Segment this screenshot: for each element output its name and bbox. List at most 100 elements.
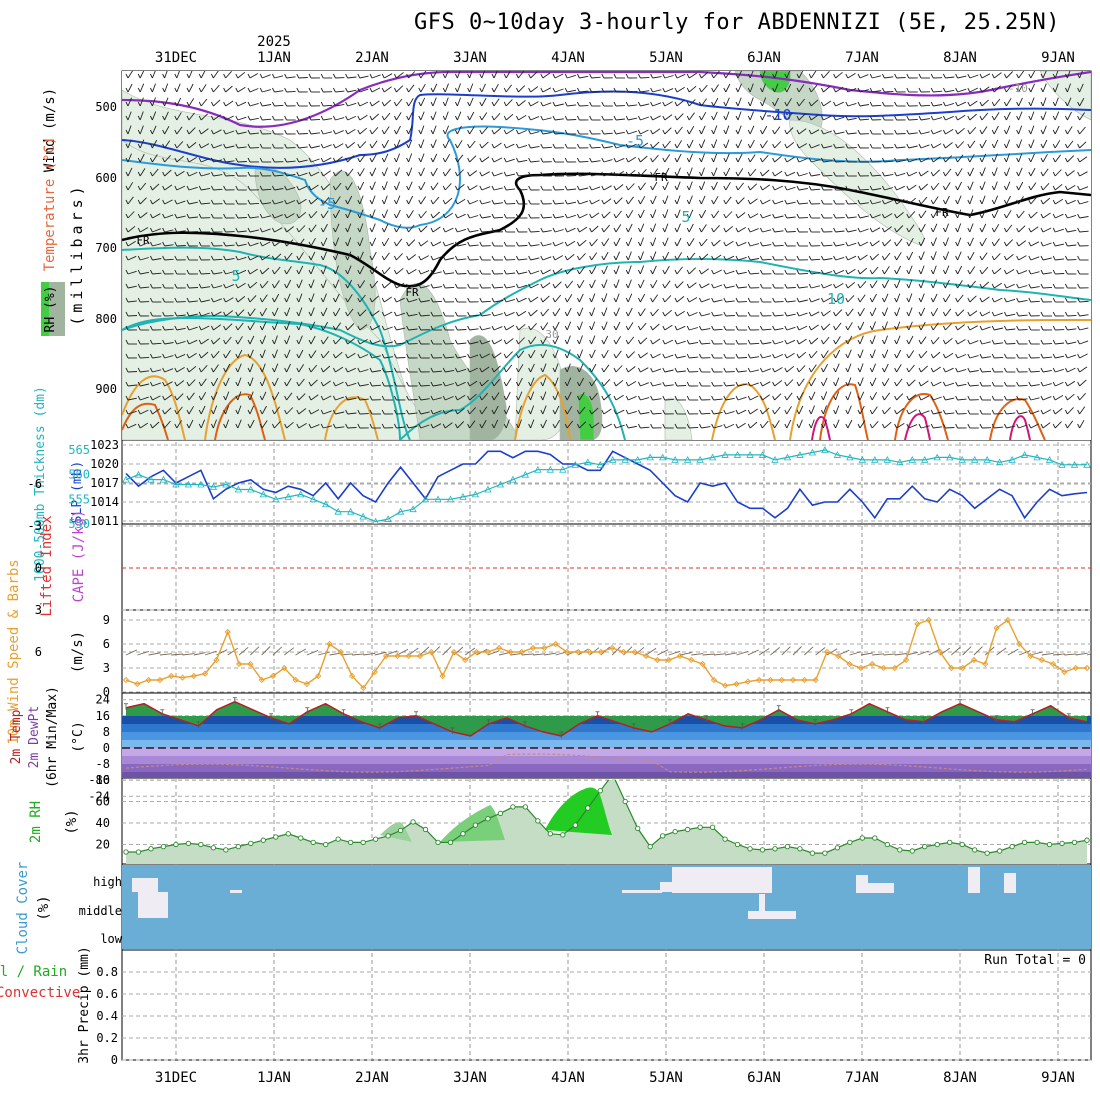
wind-barb-feather [601, 395, 605, 401]
wind-barb [969, 74, 979, 79]
wind-barb-feather [894, 269, 898, 275]
wind-barb [1042, 97, 1047, 107]
wind-barb [579, 213, 588, 219]
wind-barb [1018, 153, 1023, 163]
wind-barb-feather [1003, 255, 1007, 261]
thickness-tick-label: 555 [68, 492, 90, 506]
wind-barb-feather [247, 143, 251, 149]
wind-barb-feather [857, 297, 861, 303]
wind-barb-feather [723, 325, 727, 331]
wind-barb [884, 187, 894, 191]
wind-barb [1066, 97, 1072, 107]
wind-barb-feather [930, 143, 934, 149]
wind-barb [518, 323, 526, 331]
wind-barb-feather [235, 367, 239, 373]
wind-barb [969, 181, 974, 191]
wind-barb-feather [1052, 171, 1056, 177]
wind-barb-feather [528, 367, 532, 373]
wind-barb [371, 310, 380, 317]
wind-barb-feather [576, 409, 580, 415]
wind-barb-feather [723, 353, 727, 359]
wind-barb-feather [515, 381, 519, 387]
wind-barb [945, 397, 955, 401]
wind-barb [579, 174, 589, 177]
cloud-clear-block [1004, 873, 1016, 893]
wind-barb-feather [662, 283, 666, 289]
wind-barb [420, 139, 425, 149]
wind-barb-feather [381, 185, 385, 191]
wind-barb-feather [210, 227, 214, 233]
wind-barb [981, 209, 986, 219]
wind-barb-feather [454, 199, 458, 205]
wind-barb [371, 325, 381, 331]
wind-barb-feather [454, 367, 458, 373]
wind-barb-feather [418, 143, 422, 149]
wind-barb-feather [479, 395, 483, 401]
wind-barb [908, 197, 916, 205]
wind-barb [652, 237, 657, 247]
wind-barb [628, 91, 638, 93]
wind-barb [810, 114, 819, 121]
wind-barb-feather [625, 157, 629, 163]
wind-barb-feather [759, 353, 763, 359]
wind-barb-feather [1064, 241, 1068, 247]
wind-barb-feather [650, 101, 654, 107]
wind-barb-feather [308, 423, 312, 429]
wind-barb-feather [1040, 325, 1044, 331]
slp-panel [122, 446, 1091, 524]
wind-barb-feather [552, 115, 556, 121]
thickness-point [396, 507, 405, 515]
wind-barb-feather [906, 423, 910, 429]
wind-barb-feather [711, 241, 715, 247]
wind-barb-feather [503, 101, 507, 107]
wind-barb [664, 223, 669, 233]
wind-barb-feather [637, 227, 641, 233]
wind-barb [1042, 272, 1052, 275]
wind-barb-feather [332, 255, 336, 261]
wind-barb-feather [515, 395, 519, 401]
thickness-point [708, 453, 717, 461]
wind-barb [591, 146, 601, 149]
wind-barb-feather [540, 171, 544, 177]
wind-barb-feather [247, 213, 251, 219]
wind-barb [884, 239, 892, 247]
wind-barb [762, 140, 768, 149]
wind-barb [640, 322, 647, 331]
wind-barb [347, 427, 357, 429]
wind-barb [676, 73, 686, 79]
wind-barb-feather [467, 143, 471, 149]
wind-barb [481, 97, 487, 107]
wind-barb-feather [564, 339, 568, 345]
wind-barb [371, 195, 376, 205]
wind-barb [335, 337, 342, 345]
wind-barb-feather [210, 241, 214, 247]
wind10m-point [801, 676, 808, 684]
wind-barb [1005, 195, 1011, 205]
wind-barb-feather [698, 129, 702, 135]
wind-barb [920, 279, 925, 289]
wind-barb-feather [223, 255, 227, 261]
wind-barb [127, 300, 137, 303]
rh2m-point [647, 844, 653, 850]
wind-barb-feather [149, 227, 153, 233]
wind-barb-feather [247, 395, 251, 401]
wind-barb-feather [662, 353, 666, 359]
wind-barb-feather [345, 185, 349, 191]
wind-barb-feather [393, 199, 397, 205]
wind-barb-feather [418, 423, 422, 429]
wind-barb [749, 408, 758, 415]
wind-barb [554, 88, 564, 93]
wind-barb-feather [576, 73, 580, 79]
wind-barb-feather [650, 269, 654, 275]
wind-barb [1030, 182, 1037, 191]
wind-barb [591, 335, 596, 345]
wind-barb [322, 223, 328, 233]
wind-barb [627, 237, 633, 247]
wind-barb-feather [930, 283, 934, 289]
wind-barb [322, 395, 332, 401]
wind-barb [1030, 196, 1037, 205]
wind10m-point [337, 648, 344, 656]
wind-barb-feather [137, 101, 141, 107]
wind-barb-feather [601, 325, 605, 331]
wind10m-point [281, 664, 288, 672]
